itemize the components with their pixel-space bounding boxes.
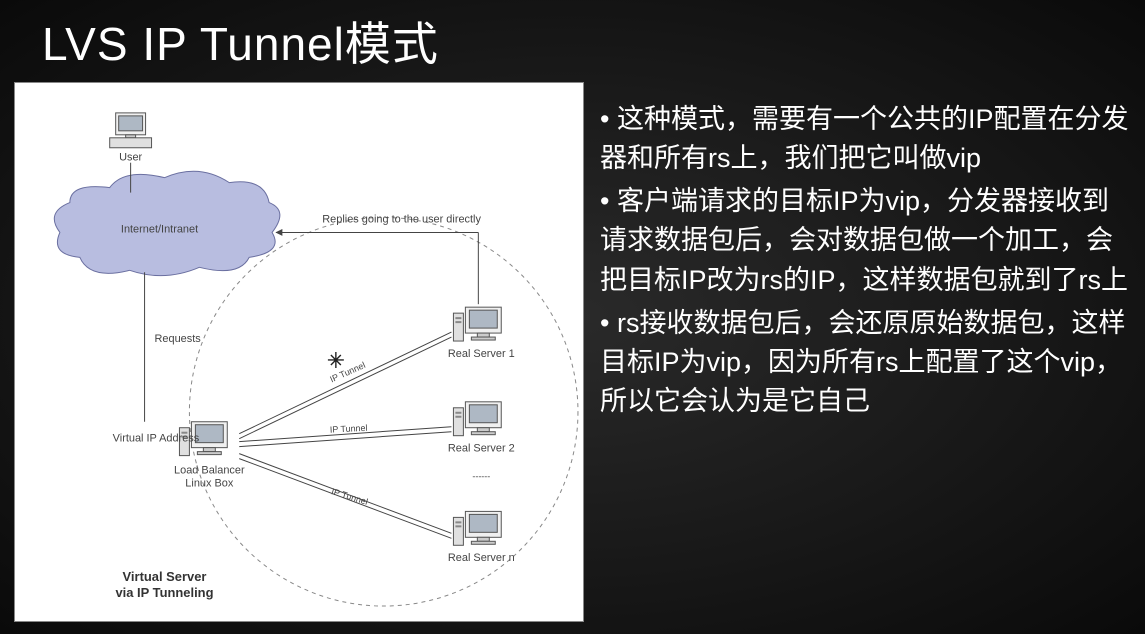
rsn-label: Real Server n [448,552,515,564]
tunnel-edge-1: IP Tunnel [239,332,451,439]
rs2-label: Real Server 2 [448,443,515,455]
cloud-internet: Internet/Intranet [54,171,280,275]
user-node [110,113,152,148]
network-diagram: Internet/Intranet User Requests Virtual … [14,82,584,622]
rs1-label: Real Server 1 [448,348,515,360]
svg-text:IP Tunnel: IP Tunnel [330,486,369,507]
svg-text:IP Tunnel: IP Tunnel [330,423,368,435]
diagram-title-1: Virtual Server [123,569,207,584]
bullet-item: • rs接收数据包后，会还原原始数据包，这样目标IP为vip，因为所有rs上配置… [600,304,1130,421]
reply-label: Replies going to the user directly [322,213,481,225]
tunnel-edge-2: IP Tunnel [239,423,451,447]
slide-title: LVS IP Tunnel模式 [42,8,439,74]
user-label: User [119,152,142,164]
bullet-list: • 这种模式，需要有一个公共的IP配置在分发器和所有rs上，我们把它叫做vip … [600,100,1130,425]
real-server-2-node [453,402,501,436]
real-server-1-node [453,307,501,341]
bullet-text: rs接收数据包后，会还原原始数据包，这样目标IP为vip，因为所有rs上配置了这… [600,308,1125,416]
requests-label: Requests [155,333,202,345]
bullet-text: 这种模式，需要有一个公共的IP配置在分发器和所有rs上，我们把它叫做vip [600,104,1128,173]
bullet-marker-icon: • [600,186,609,216]
diagram-svg: Internet/Intranet User Requests Virtual … [15,83,583,621]
bullet-item: • 这种模式，需要有一个公共的IP配置在分发器和所有rs上，我们把它叫做vip [600,100,1130,178]
lb-label2: Linux Box [185,477,234,489]
cloud-label: Internet/Intranet [121,223,198,235]
vip-label: Virtual IP Address [113,433,200,445]
bullet-item: • 客户端请求的目标IP为vip，分发器接收到请求数据包后，会对数据包做一个加工… [600,182,1130,299]
bullet-marker-icon: • [600,308,609,338]
lb-label1: Load Balancer [174,465,245,477]
real-server-n-node [453,511,501,545]
ellipsis: ------ [472,472,490,482]
tunnel-boundary-circle [189,218,578,607]
diagram-title-2: via IP Tunneling [115,585,213,600]
tunnel-edge-3: IP Tunnel [239,454,451,539]
bullet-marker-icon: • [600,104,609,134]
bullet-text: 客户端请求的目标IP为vip，分发器接收到请求数据包后，会对数据包做一个加工，会… [600,186,1128,294]
cursor-icon [328,352,344,368]
